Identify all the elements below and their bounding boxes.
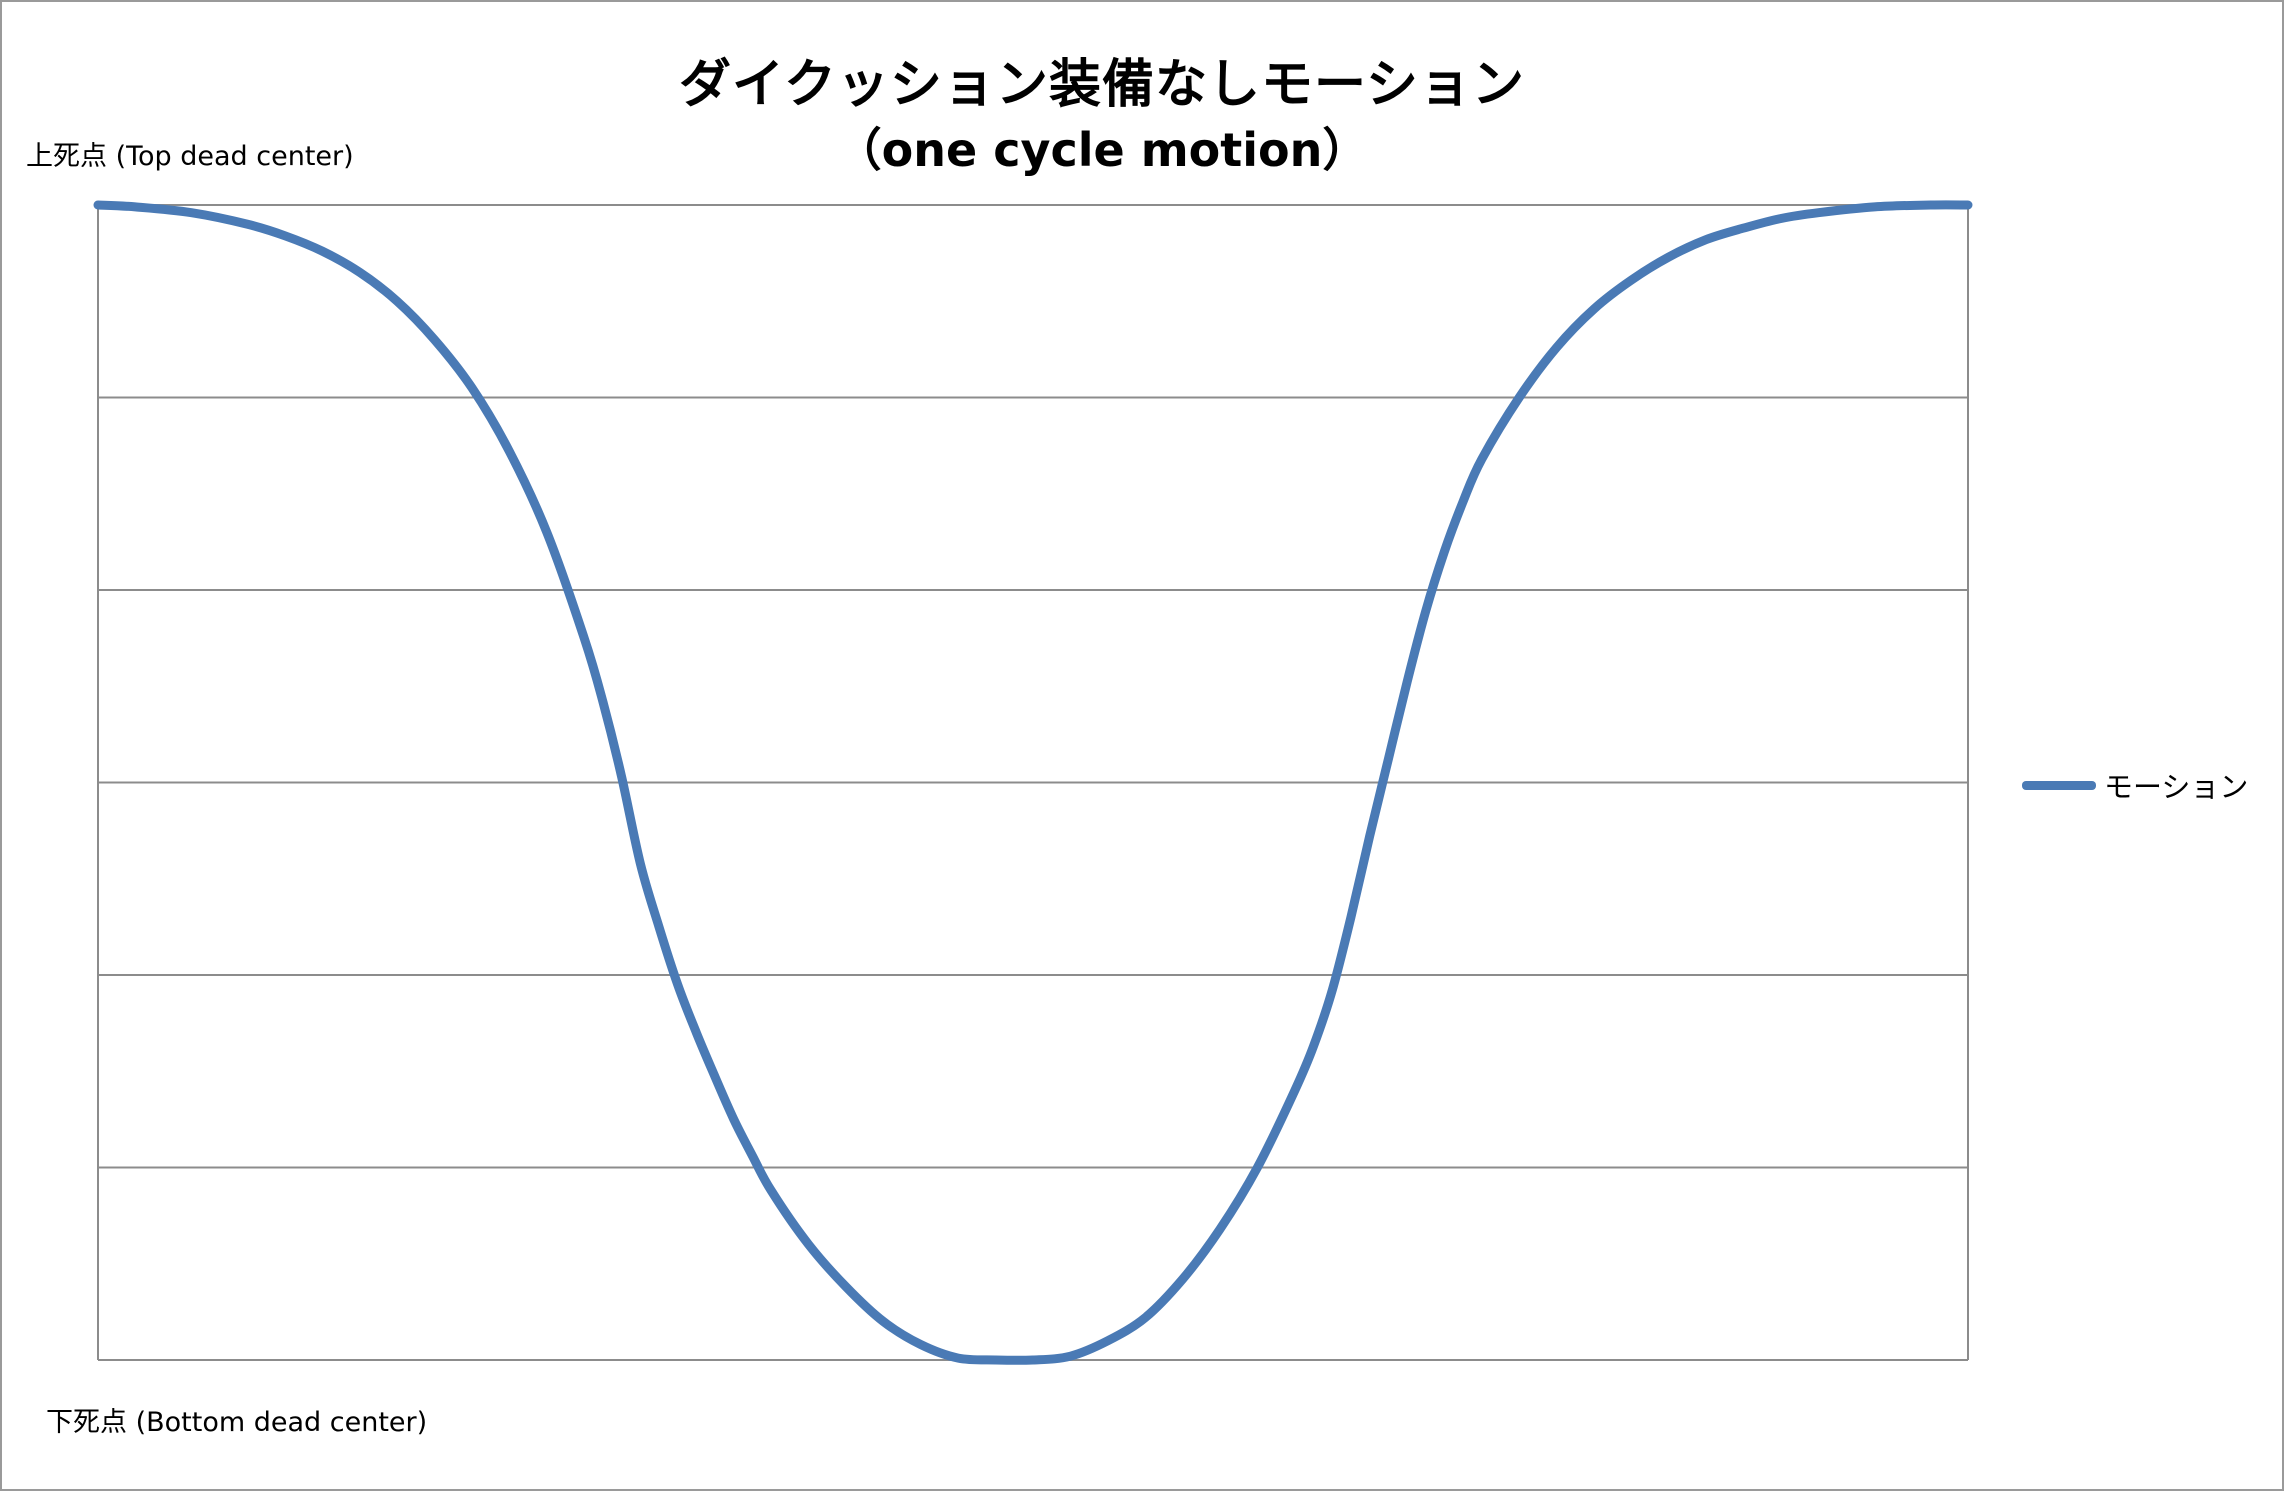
chart-title: ダイクッション装備なしモーション	[679, 55, 1525, 115]
series-line-0	[93, 200, 1973, 1365]
chart-subtitle: （one cycle motion）	[835, 123, 1369, 177]
grid-lines	[97, 204, 1969, 1361]
legend-label: モーション	[2104, 770, 2249, 804]
bottom-dead-center-label: 下死点 (Bottom dead center)	[46, 1407, 428, 1438]
legend-swatch	[2022, 780, 2096, 790]
legend: モーション	[2022, 764, 2248, 806]
top-dead-center-label: 上死点 (Top dead center)	[26, 141, 354, 172]
series-layer	[93, 200, 1973, 1365]
